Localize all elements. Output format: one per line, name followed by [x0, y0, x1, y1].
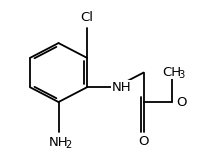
Text: Cl: Cl — [80, 11, 93, 24]
Text: O: O — [176, 96, 187, 109]
Text: 2: 2 — [66, 140, 72, 150]
Text: CH: CH — [162, 66, 182, 79]
Text: O: O — [138, 135, 149, 148]
Text: NH: NH — [49, 136, 68, 149]
Text: 3: 3 — [178, 70, 184, 80]
Text: NH: NH — [112, 81, 131, 94]
